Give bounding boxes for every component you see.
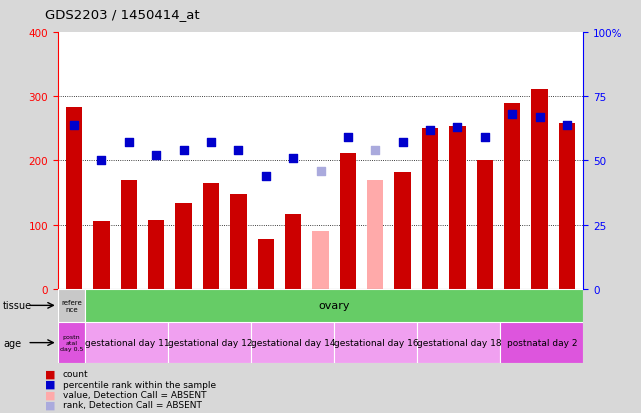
Bar xyxy=(285,215,301,289)
Bar xyxy=(340,153,356,289)
Point xyxy=(535,114,545,121)
Bar xyxy=(258,239,274,289)
Text: refere
nce: refere nce xyxy=(61,299,82,312)
Text: gestational day 18: gestational day 18 xyxy=(417,338,501,347)
Point xyxy=(507,112,517,118)
Text: ■: ■ xyxy=(45,389,55,399)
Text: percentile rank within the sample: percentile rank within the sample xyxy=(63,380,216,389)
Text: gestational day 16: gestational day 16 xyxy=(333,338,418,347)
Point xyxy=(453,124,463,131)
Point xyxy=(315,168,326,175)
Point xyxy=(206,140,216,147)
Point xyxy=(96,158,106,164)
Bar xyxy=(230,195,247,289)
Point xyxy=(343,135,353,141)
Bar xyxy=(251,322,335,363)
Text: tissue: tissue xyxy=(3,301,32,311)
Point xyxy=(562,122,572,128)
Point xyxy=(397,140,408,147)
Point xyxy=(288,155,298,162)
Point xyxy=(261,173,271,180)
Bar xyxy=(417,322,501,363)
Text: ■: ■ xyxy=(45,369,55,379)
Text: ovary: ovary xyxy=(319,301,350,311)
Point xyxy=(425,127,435,134)
Text: age: age xyxy=(3,338,21,348)
Text: rank, Detection Call = ABSENT: rank, Detection Call = ABSENT xyxy=(63,400,202,409)
Point xyxy=(370,147,380,154)
Bar xyxy=(367,180,383,289)
Bar xyxy=(335,322,417,363)
Bar xyxy=(176,204,192,289)
Bar xyxy=(476,161,493,289)
Text: GDS2203 / 1450414_at: GDS2203 / 1450414_at xyxy=(45,8,199,21)
Text: postn
atal
day 0.5: postn atal day 0.5 xyxy=(60,335,83,351)
Bar xyxy=(422,129,438,289)
Text: postnatal day 2: postnatal day 2 xyxy=(506,338,577,347)
Bar xyxy=(66,107,82,289)
Text: ■: ■ xyxy=(45,400,55,410)
Point xyxy=(479,135,490,141)
Point xyxy=(124,140,134,147)
Text: value, Detection Call = ABSENT: value, Detection Call = ABSENT xyxy=(63,390,206,399)
Bar xyxy=(504,103,520,289)
Point xyxy=(178,147,188,154)
Point xyxy=(151,153,162,159)
Text: gestational day 14: gestational day 14 xyxy=(251,338,335,347)
Bar xyxy=(312,231,329,289)
Bar xyxy=(449,127,465,289)
Bar xyxy=(501,322,583,363)
Text: gestational day 12: gestational day 12 xyxy=(167,338,252,347)
Bar xyxy=(58,322,85,363)
Bar xyxy=(58,289,85,322)
Bar xyxy=(559,124,575,289)
Bar xyxy=(121,180,137,289)
Bar xyxy=(203,183,219,289)
Text: count: count xyxy=(63,369,88,378)
Bar xyxy=(394,173,411,289)
Bar xyxy=(85,322,169,363)
Bar xyxy=(531,89,547,289)
Bar xyxy=(169,322,251,363)
Text: gestational day 11: gestational day 11 xyxy=(85,338,169,347)
Point xyxy=(69,122,79,128)
Bar xyxy=(148,221,165,289)
Point xyxy=(233,147,244,154)
Text: ■: ■ xyxy=(45,379,55,389)
Bar xyxy=(94,222,110,289)
